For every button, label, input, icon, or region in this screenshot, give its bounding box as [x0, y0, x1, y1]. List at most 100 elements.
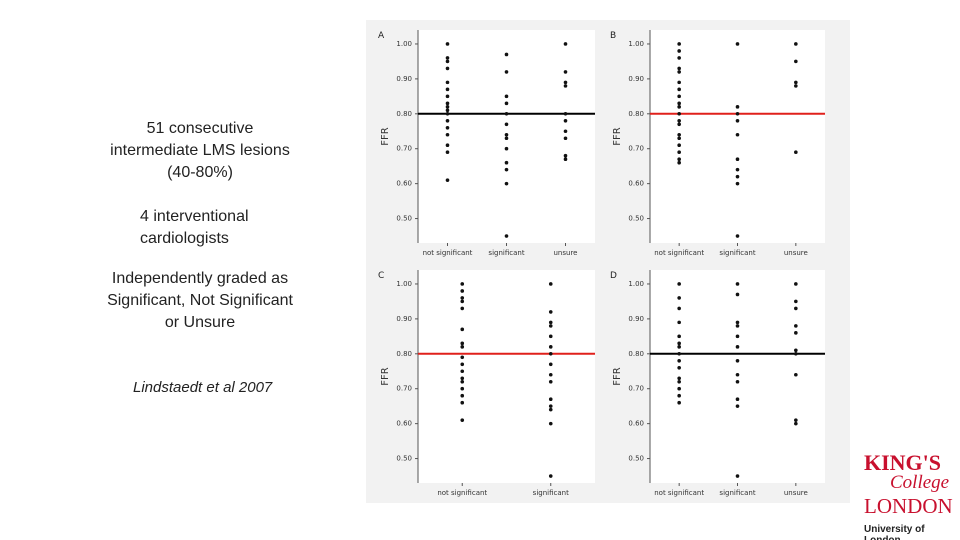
data-point — [445, 87, 450, 92]
y-tick-label: 0.60 — [628, 420, 644, 428]
data-point — [677, 334, 681, 339]
data-point — [445, 125, 450, 130]
data-point — [563, 70, 568, 74]
data-point — [445, 101, 450, 106]
data-point — [460, 306, 465, 311]
data-point — [563, 80, 568, 85]
y-tick-label: 0.70 — [628, 145, 644, 153]
data-point — [548, 397, 553, 401]
y-tick-label: 0.80 — [628, 350, 644, 358]
data-point — [548, 407, 553, 412]
data-point — [735, 112, 740, 116]
y-tick-label: 0.90 — [628, 315, 644, 323]
data-point — [677, 352, 681, 356]
data-point — [677, 341, 681, 346]
data-point — [504, 132, 509, 137]
citation: Lindstaedt et al 2007 — [133, 379, 273, 396]
data-point — [548, 474, 553, 478]
data-point — [735, 324, 740, 328]
data-point — [677, 386, 681, 391]
data-point — [563, 136, 568, 141]
data-point — [460, 418, 465, 422]
data-point — [735, 334, 740, 339]
data-point — [460, 327, 465, 332]
data-point — [735, 358, 740, 363]
intro-text: 51 consecutive intermediate LMS lesions … — [110, 120, 290, 181]
logo-line: University of London — [864, 524, 925, 540]
data-point — [794, 42, 798, 46]
data-point — [735, 282, 740, 286]
data-point — [677, 143, 681, 148]
data-point — [504, 181, 509, 186]
data-point — [735, 118, 740, 123]
data-point — [445, 105, 450, 109]
data-point — [460, 296, 465, 300]
data-point — [794, 372, 798, 377]
data-point — [460, 282, 465, 286]
logo-line: LONDON — [864, 494, 953, 518]
data-point — [794, 299, 798, 304]
x-tick-label: not significant — [423, 249, 473, 257]
data-point — [735, 42, 740, 46]
y-tick-label: 0.60 — [396, 420, 412, 428]
data-point — [677, 345, 681, 349]
data-point — [460, 369, 465, 374]
data-point — [735, 404, 740, 408]
data-point — [445, 143, 450, 148]
data-point — [504, 94, 509, 99]
y-tick-label: 0.80 — [396, 350, 412, 358]
y-tick-label: 0.50 — [396, 215, 412, 223]
data-point — [460, 393, 465, 398]
data-point — [460, 376, 465, 381]
data-point — [445, 132, 450, 137]
data-point — [677, 66, 681, 71]
data-point — [735, 320, 740, 325]
data-point — [677, 379, 681, 384]
y-axis-label: FFR — [380, 367, 391, 386]
data-point — [735, 345, 740, 349]
data-point — [735, 234, 740, 238]
data-point — [548, 362, 553, 367]
x-tick-label: not significant — [654, 489, 704, 497]
y-tick-label: 0.80 — [396, 110, 412, 118]
y-tick-label: 1.00 — [628, 280, 644, 288]
data-point — [677, 132, 681, 137]
data-point — [563, 153, 568, 158]
data-point — [548, 372, 553, 377]
y-tick-label: 0.50 — [628, 215, 644, 223]
data-point — [735, 372, 740, 377]
data-point — [677, 376, 681, 381]
y-tick-label: 0.90 — [628, 75, 644, 83]
data-point — [548, 352, 553, 356]
y-tick-label: 1.00 — [396, 40, 412, 48]
x-tick-label: significant — [719, 489, 755, 497]
data-point — [677, 42, 681, 46]
panel-label: C — [378, 271, 384, 281]
y-tick-label: 0.70 — [396, 385, 412, 393]
data-point — [677, 112, 681, 116]
panel-label: B — [610, 31, 616, 41]
data-point — [460, 299, 465, 304]
y-tick-label: 0.90 — [396, 75, 412, 83]
panel-label: A — [378, 31, 385, 41]
data-point — [563, 118, 568, 123]
data-point — [677, 365, 681, 370]
data-point — [445, 42, 450, 46]
data-point — [504, 234, 509, 238]
data-point — [460, 289, 465, 293]
data-point — [677, 94, 681, 99]
data-point — [548, 421, 553, 426]
y-tick-label: 1.00 — [628, 40, 644, 48]
data-point — [735, 174, 740, 179]
data-point — [677, 296, 681, 300]
data-point — [794, 324, 798, 328]
data-point — [563, 42, 568, 46]
y-tick-label: 0.70 — [628, 385, 644, 393]
data-point — [794, 418, 798, 422]
data-point — [445, 94, 450, 99]
data-point — [677, 393, 681, 398]
data-point — [677, 49, 681, 53]
data-point — [460, 386, 465, 391]
